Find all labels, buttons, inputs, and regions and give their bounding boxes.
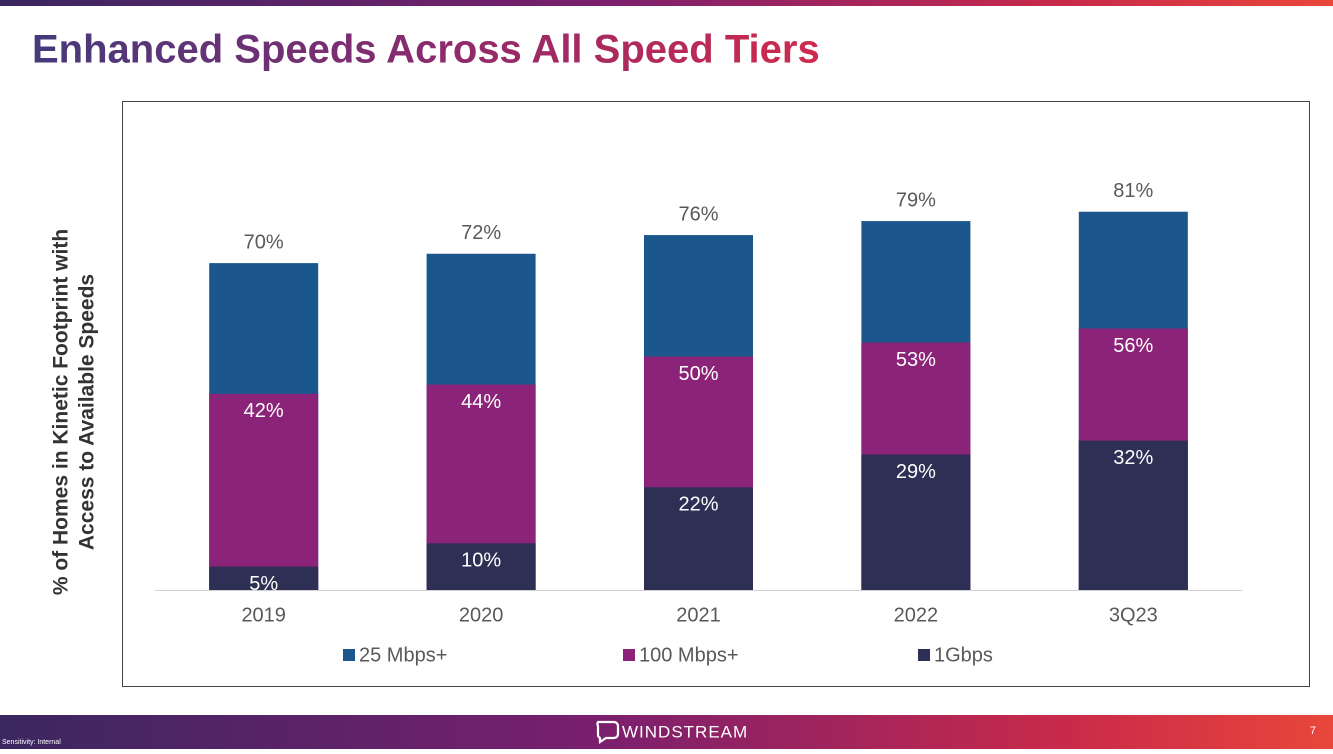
- brand-name: WINDSTREAM: [622, 722, 748, 741]
- bar: [426, 543, 536, 590]
- legend-swatch: [343, 649, 355, 661]
- data-label: 10%: [461, 550, 501, 572]
- legend-swatch: [623, 649, 635, 661]
- data-label: 81%: [1113, 180, 1153, 202]
- data-label: 72%: [461, 222, 501, 244]
- x-tick-label: 3Q23: [1109, 604, 1158, 626]
- bar: [1078, 440, 1188, 590]
- data-label: 32%: [1113, 447, 1153, 469]
- bar: [209, 566, 319, 590]
- legend-label: 100 Mbps+: [639, 644, 739, 666]
- data-label: 42%: [244, 400, 284, 422]
- chart-frame: [122, 101, 1310, 687]
- x-tick-label: 2019: [241, 604, 286, 626]
- sensitivity-label: Sensitivity: Internal: [2, 739, 61, 746]
- legend-label: 25 Mbps+: [359, 644, 447, 666]
- data-label: 5%: [249, 573, 278, 595]
- legend-swatch: [918, 649, 930, 661]
- x-tick-label: 2022: [894, 604, 939, 626]
- data-label: 22%: [678, 494, 718, 516]
- y-axis-label: Access to Available Speeds: [76, 274, 99, 550]
- data-label: 53%: [896, 349, 936, 371]
- x-tick-label: 2021: [676, 604, 721, 626]
- page-number: 7: [1310, 725, 1316, 737]
- top-band: [0, 0, 1333, 6]
- data-label: 56%: [1113, 335, 1153, 357]
- footer-band: [0, 715, 1333, 749]
- data-label: 79%: [896, 189, 936, 211]
- brand-logo: [596, 720, 620, 745]
- bar: [644, 487, 753, 590]
- legend-label: 1Gbps: [934, 644, 993, 666]
- data-label: 70%: [244, 231, 284, 253]
- bar: [861, 454, 971, 590]
- x-tick-label: 2020: [459, 604, 504, 626]
- slide-title: Enhanced Speeds Across All Speed Tiers: [32, 28, 820, 72]
- data-label: 44%: [461, 391, 501, 413]
- bar: [209, 393, 319, 590]
- data-label: 76%: [678, 203, 718, 225]
- data-label: 50%: [678, 363, 718, 385]
- data-label: 29%: [896, 461, 936, 483]
- y-axis-label: % of Homes in Kinetic Footprint with: [50, 229, 73, 595]
